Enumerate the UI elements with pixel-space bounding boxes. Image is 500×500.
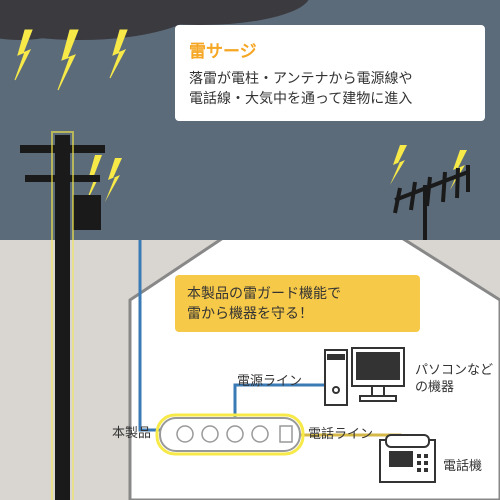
surge-title: 雷サージ: [189, 37, 471, 62]
surge-description: 落雷が電柱・アンテナから電源線や 電話線・大気中を通って建物に進入: [189, 68, 471, 109]
computer-icon: [325, 348, 404, 405]
telephone-icon: [380, 435, 435, 482]
label-phone-line: 電話ライン: [308, 423, 373, 442]
label-power-line: 電源ライン: [237, 370, 302, 389]
label-product: 本製品: [112, 422, 151, 441]
product-power-strip: [157, 415, 303, 454]
product-callout: 本製品の雷ガード機能で 雷から機器を守る！: [175, 275, 420, 332]
label-pc: パソコンなどの機器: [415, 362, 495, 396]
surge-explanation-bubble: 雷サージ 落雷が電柱・アンテナから電源線や 電話線・大気中を通って建物に進入: [175, 25, 485, 121]
label-phone: 電話機: [443, 455, 482, 474]
infographic-scene: 雷サージ 落雷が電柱・アンテナから電源線や 電話線・大気中を通って建物に進入 本…: [0, 0, 500, 500]
